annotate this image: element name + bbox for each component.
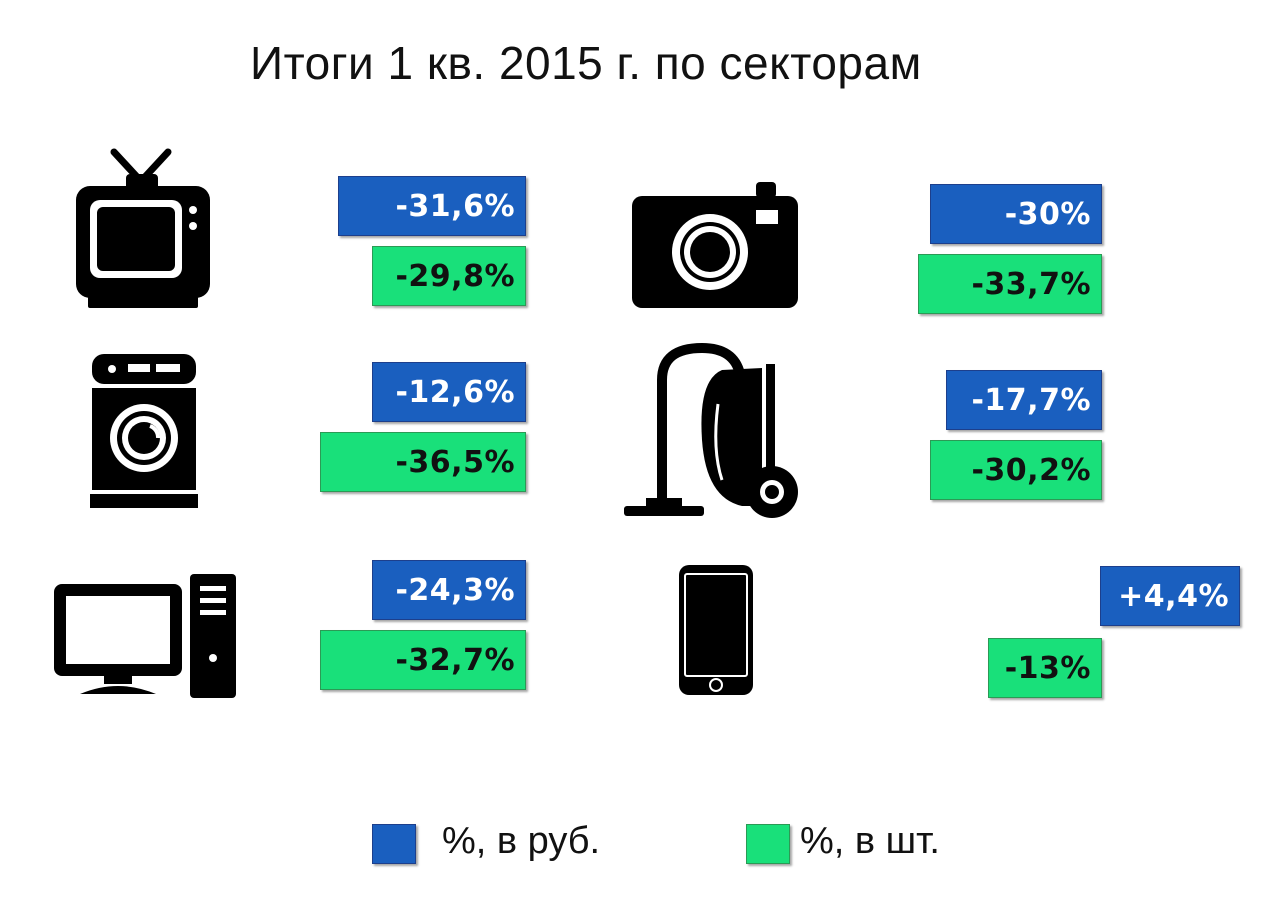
bar-tv-pcs: -29,8% <box>372 246 526 306</box>
legend-swatch-rub <box>372 824 416 864</box>
washing-machine-icon <box>90 354 198 508</box>
bar-washer-rub: -12,6% <box>372 362 526 422</box>
bar-tv-rub: -31,6% <box>338 176 526 236</box>
bar-computer-pcs: -32,7% <box>320 630 526 690</box>
bar-vacuum-pcs: -30,2% <box>930 440 1102 500</box>
bar-vacuum-rub: -17,7% <box>946 370 1102 430</box>
vacuum-cleaner-icon <box>624 342 798 518</box>
tv-icon <box>76 148 210 308</box>
legend-swatch-pcs <box>746 824 790 864</box>
bar-washer-pcs: -36,5% <box>320 432 526 492</box>
camera-icon <box>632 182 798 308</box>
bar-camera-rub: -30% <box>930 184 1102 244</box>
bar-computer-rub: -24,3% <box>372 560 526 620</box>
legend-label-pcs: %, в шт. <box>800 820 940 862</box>
legend-label-rub: %, в руб. <box>442 820 601 862</box>
computer-icon <box>54 574 236 698</box>
bar-camera-pcs: -33,7% <box>918 254 1102 314</box>
bar-smartphone-pcs: -13% <box>988 638 1102 698</box>
chart-title: Итоги 1 кв. 2015 г. по секторам <box>250 37 922 89</box>
bar-smartphone-rub: +4,4% <box>1100 566 1240 626</box>
smartphone-icon <box>679 565 753 695</box>
